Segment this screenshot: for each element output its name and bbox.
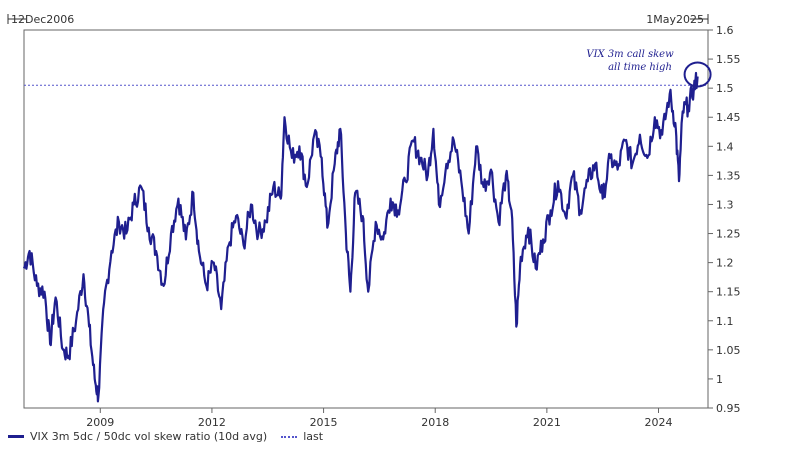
annotation-line-2: all time high xyxy=(608,62,672,73)
y-tick-label: 1.2 xyxy=(716,257,734,270)
x-axis: 2009 2012 2015 2018 2021 2024 xyxy=(86,408,673,429)
y-tick-label: 1.55 xyxy=(716,53,741,66)
annotation-line-1: VIX 3m call skew xyxy=(586,49,674,60)
y-tick-label: 1.4 xyxy=(716,140,734,153)
y-tick-label: 1 xyxy=(716,373,723,386)
plot-frame xyxy=(23,29,709,409)
y-tick-label: 1.15 xyxy=(716,286,741,299)
annotation-circle xyxy=(683,61,712,88)
x-tick-label: 2015 xyxy=(310,416,338,429)
legend-label-last: last xyxy=(303,430,324,443)
x-tick-label: 2009 xyxy=(86,416,114,429)
series-line-vix-skew xyxy=(22,71,699,403)
legend-label-series: VIX 3m 5dc / 50dc vol skew ratio (10d av… xyxy=(30,430,268,443)
legend-swatch-last xyxy=(281,435,298,438)
x-tick-label: 2024 xyxy=(645,416,673,429)
y-tick-label: 1.45 xyxy=(716,111,741,124)
y-axis: 0.95 1 1.05 1.1 1.15 1.2 1.25 1.3 1.35 1.4 1.45 1.5… xyxy=(708,24,741,415)
range-start-label: 12Dec2006 xyxy=(11,13,74,26)
legend: VIX 3m 5dc / 50dc vol skew ratio (10d av… xyxy=(8,430,323,443)
x-tick-label: 2018 xyxy=(421,416,449,429)
range-bar: 12Dec2006 1May2025 xyxy=(7,13,709,26)
annotation: VIX 3m call skew all time high xyxy=(586,49,712,88)
y-tick-label: 1.35 xyxy=(716,169,741,182)
y-tick-label: 1.1 xyxy=(716,315,734,328)
x-tick-label: 2021 xyxy=(533,416,561,429)
range-end-label: 1May2025 xyxy=(646,13,704,26)
y-tick-label: 1.5 xyxy=(716,82,734,95)
y-tick-label: 1.3 xyxy=(716,198,734,211)
y-tick-label: 1.05 xyxy=(716,344,741,357)
y-tick-label: 1.25 xyxy=(716,228,741,241)
y-tick-label: 0.95 xyxy=(716,402,741,415)
y-tick-label: 1.6 xyxy=(716,24,734,37)
legend-swatch-series xyxy=(8,435,24,438)
x-tick-label: 2012 xyxy=(198,416,226,429)
